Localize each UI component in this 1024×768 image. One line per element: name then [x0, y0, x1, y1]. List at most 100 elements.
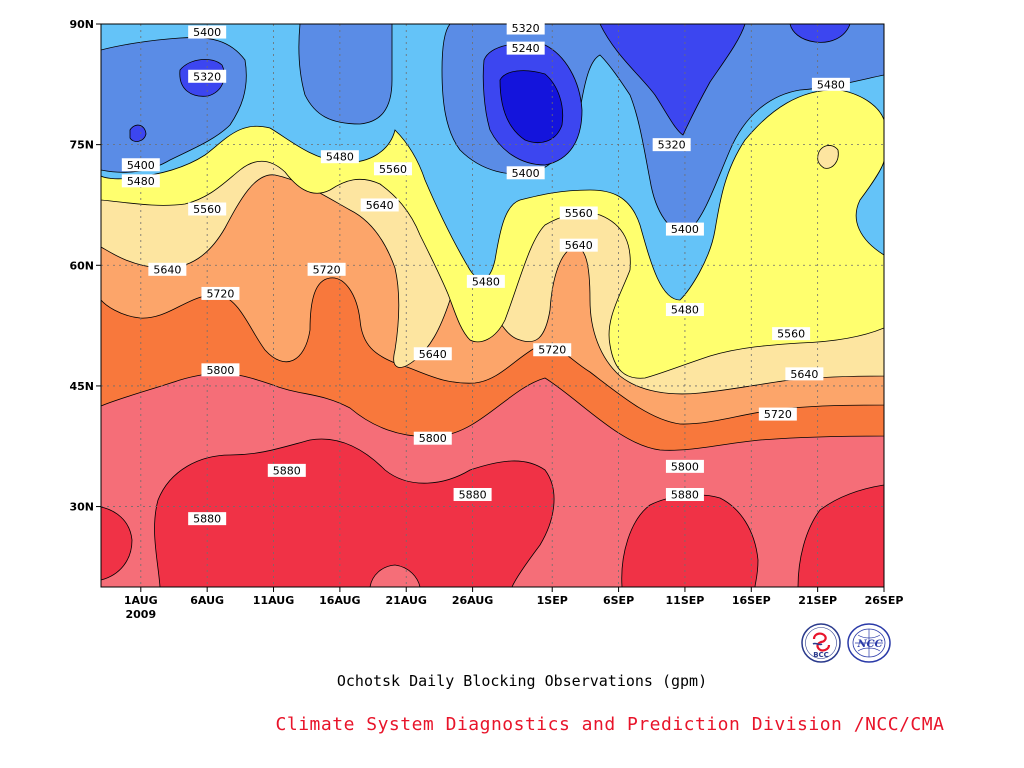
x-year-label: 2009: [126, 608, 157, 621]
x-tick-label: 1AUG: [124, 594, 158, 607]
contour-label-bg: [188, 512, 227, 526]
contour-label-text: 5480: [472, 275, 500, 288]
contour-label: 5240: [506, 41, 545, 55]
contour-label-text: 5800: [206, 364, 234, 377]
contour-label-text: 5240: [512, 42, 540, 55]
contour-label-text: 5800: [671, 460, 699, 473]
contour-label-text: 5400: [127, 159, 155, 172]
contour-label-bg: [453, 488, 492, 502]
contour-label: 5320: [506, 21, 545, 35]
contour-label-bg: [506, 41, 545, 55]
contour-label: 5480: [665, 303, 704, 317]
band-5560-5640-blob: [817, 145, 839, 169]
contour-label: 5880: [453, 488, 492, 502]
contour-label-bg: [267, 463, 306, 477]
contour-label-text: 5400: [671, 223, 699, 236]
contour-label-text: 5880: [193, 513, 221, 526]
y-tick-label: 90N: [69, 18, 94, 31]
contour-label: 5800: [665, 459, 704, 473]
ncc-logo-icon: NCC: [846, 622, 891, 664]
contour-label: 5400: [188, 25, 227, 39]
x-tick-label: 21AUG: [386, 594, 427, 607]
contour-label-bg: [201, 286, 240, 300]
contour-label-bg: [307, 262, 346, 276]
contour-label-text: 5560: [379, 163, 407, 176]
chart-title: Ochotsk Daily Blocking Observations (gpm…: [336, 672, 708, 690]
contour-label-bg: [320, 150, 359, 164]
svg-text:NCC: NCC: [856, 639, 882, 650]
contour-label-text: 5800: [419, 432, 447, 445]
contour-labels: 5400 5320 5400 5480 5560 5640 5720 5800 5880 5880…: [121, 21, 850, 526]
y-axis: 30N 45N 60N 75N 90N: [69, 18, 101, 514]
contour-label: 5400: [506, 166, 545, 180]
x-axis: 1AUG 6AUG 11AUG 16AUG 21AUG 26AUG 1SEP 6SEP 11SE…: [124, 587, 903, 607]
x-tick-label: 11AUG: [253, 594, 294, 607]
contour-label: 5320: [652, 138, 691, 152]
x-tick-label: 1SEP: [537, 594, 568, 607]
x-tick-label: 26AUG: [452, 594, 493, 607]
bcc-logo-icon: BCC: [800, 622, 842, 664]
contour-label-bg: [188, 25, 227, 39]
contour-label: 5480: [466, 274, 505, 288]
contour-label: 5560: [559, 206, 598, 220]
contour-label: 5800: [413, 431, 452, 445]
contour-label-bg: [665, 222, 704, 236]
contour-label-bg: [188, 202, 227, 216]
contour-label-text: 5640: [419, 348, 447, 361]
contour-label-text: 5400: [512, 167, 540, 180]
y-tick-label: 75N: [69, 139, 94, 152]
contour-label-bg: [148, 262, 187, 276]
contour-label-text: 5640: [790, 368, 818, 381]
contour-label-bg: [201, 363, 240, 377]
contour-label-text: 5720: [538, 344, 566, 357]
contour-label: 5480: [121, 174, 160, 188]
contour-label-text: 5720: [313, 263, 341, 276]
contour-label-text: 5640: [153, 263, 181, 276]
contour-label: 5320: [188, 69, 227, 83]
contour-label-text: 5400: [193, 26, 221, 39]
y-tick-label: 60N: [69, 259, 94, 272]
contour-label-text: 5880: [671, 489, 699, 502]
plot-frame: [100, 23, 885, 588]
contour-label-bg: [188, 69, 227, 83]
contour-label: 5640: [559, 238, 598, 252]
contour-label: 5560: [188, 202, 227, 216]
contour-label-bg: [665, 303, 704, 317]
contour-label-text: 5480: [671, 304, 699, 317]
contour-label-bg: [665, 488, 704, 502]
contour-label-text: 5480: [326, 151, 354, 164]
band-above-5880-southwest: [101, 506, 133, 581]
contour-label: 5880: [267, 463, 306, 477]
band-above-5880-center: [621, 494, 759, 587]
contour-label-bg: [121, 174, 160, 188]
contour-label-text: 5640: [366, 199, 394, 212]
contour-label-bg: [772, 327, 811, 341]
contour-label-bg: [360, 198, 399, 212]
band-5800-5880-island: [369, 564, 421, 587]
band-5240-5320: [129, 24, 851, 166]
svg-text:BCC: BCC: [813, 651, 829, 659]
contour-label-text: 5560: [777, 328, 805, 341]
contour-label-bg: [758, 407, 797, 421]
band-below-5240: [499, 70, 564, 143]
contour-label-text: 5560: [565, 207, 593, 220]
contour-label: 5720: [307, 262, 346, 276]
contour-label: 5720: [201, 286, 240, 300]
contour-label: 5480: [320, 150, 359, 164]
contour-label-bg: [652, 138, 691, 152]
contour-label: 5880: [665, 488, 704, 502]
contour-label-text: 5720: [206, 287, 234, 300]
contour-label: 5560: [772, 327, 811, 341]
contour-label-bg: [665, 459, 704, 473]
band-above-5880-west: [154, 438, 555, 587]
x-tick-label: 21SEP: [798, 594, 837, 607]
contour-label-text: 5640: [565, 239, 593, 252]
x-tick-label: 6AUG: [190, 594, 224, 607]
contour-label-text: 5560: [193, 203, 221, 216]
contour-label-bg: [466, 274, 505, 288]
contour-label-text: 5480: [817, 78, 845, 91]
contour-label: 5480: [811, 77, 850, 91]
filled-contours: [101, 24, 884, 587]
contour-label-bg: [506, 166, 545, 180]
